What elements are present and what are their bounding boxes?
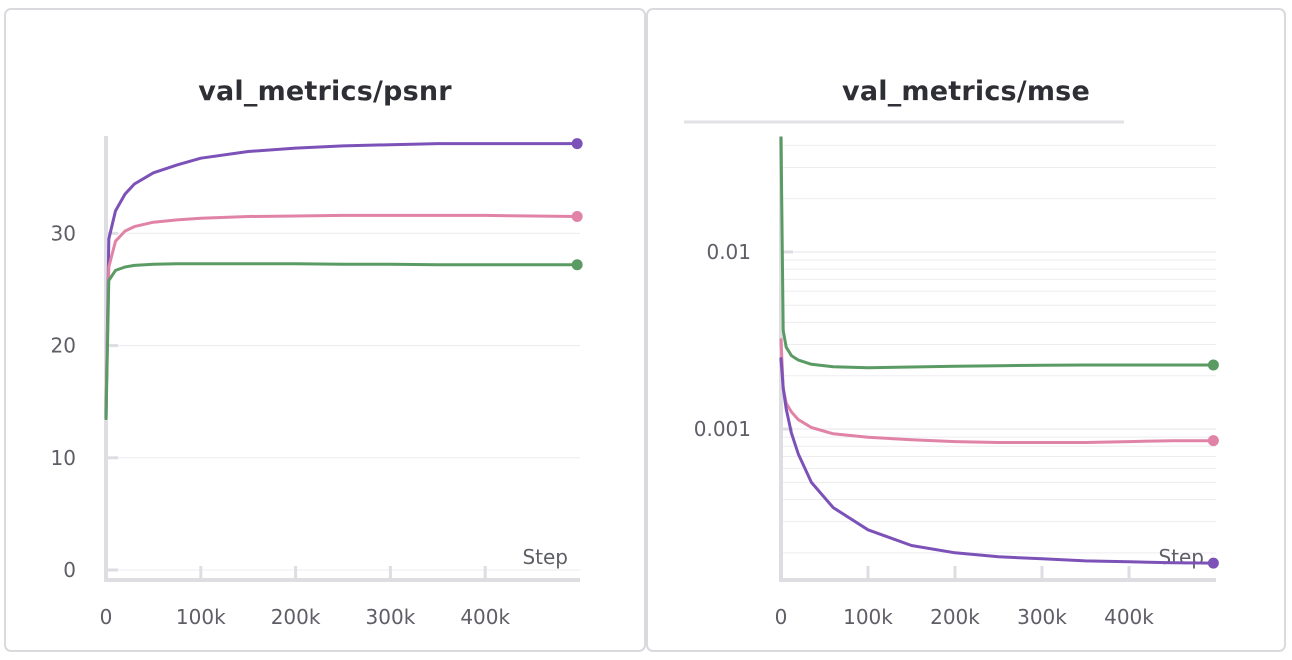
- series-line-2: [779, 338, 1215, 444]
- x-axis-label: Step: [522, 545, 568, 569]
- series-line-3: [104, 262, 579, 420]
- chart-panel-psnr: val_metrics/psnr 0 10 20 30 0 100k 200k 300k 400…: [4, 8, 646, 652]
- y-tick-label: 20: [51, 334, 76, 358]
- x-tick-label: 0: [100, 605, 113, 629]
- x-axis-label: Step: [1158, 545, 1204, 569]
- x-tick-label: 400k: [1104, 605, 1154, 629]
- y-tick-label: 0.01: [706, 240, 751, 264]
- x-tick-label: 400k: [460, 605, 510, 629]
- series-end-marker-3: [571, 259, 583, 271]
- series-end-marker-2: [571, 211, 583, 223]
- psnr-chart[interactable]: 0 10 20 30 0 100k 200k 300k 400k Step: [6, 10, 646, 650]
- chart-panel-mse: val_metrics/mse 0.001 0.01 0 100k 200k 300k 40…: [646, 8, 1286, 652]
- y-tick-label: 0.001: [694, 417, 751, 441]
- series-line-3: [779, 357, 1215, 565]
- mse-chart[interactable]: 0.001 0.01 0 100k 200k 300k 400k Step: [648, 10, 1284, 650]
- x-tick-label: 200k: [930, 605, 980, 629]
- series-end-marker-3: [1207, 557, 1219, 569]
- x-tick-label: 300k: [1017, 605, 1067, 629]
- y-tick-label: 0: [63, 558, 76, 582]
- series-line-2: [104, 213, 579, 409]
- chart-title: val_metrics/mse: [842, 76, 1090, 107]
- x-tick-label: 300k: [366, 605, 416, 629]
- x-tick-label: 100k: [843, 605, 893, 629]
- y-tick-label: 10: [51, 446, 76, 470]
- y-tick-label: 30: [51, 221, 76, 245]
- x-tick-label: 100k: [176, 605, 226, 629]
- series-line-1: [104, 142, 579, 420]
- series-end-marker-1: [571, 138, 583, 150]
- series-line-1: [779, 136, 1215, 370]
- chart-title: val_metrics/psnr: [198, 76, 452, 107]
- x-tick-label: 0: [775, 605, 788, 629]
- series-end-marker-1: [1207, 359, 1219, 371]
- x-tick-label: 200k: [271, 605, 321, 629]
- series-end-marker-2: [1207, 435, 1219, 447]
